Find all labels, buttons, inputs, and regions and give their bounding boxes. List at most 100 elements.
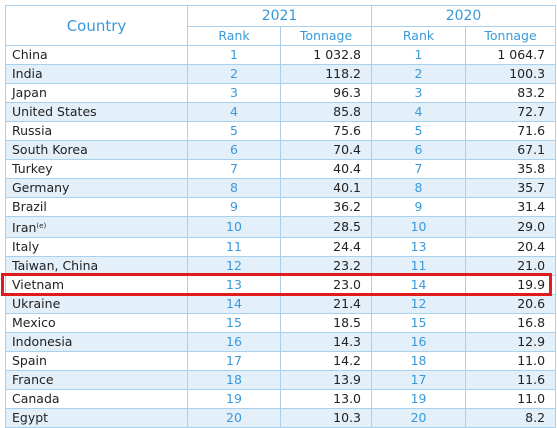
production-table: Country 2021 2020 Rank Tonnage Rank Tonn… [5,5,557,428]
country-cell: China [5,45,188,65]
tonnage-cell: 72.7 [465,102,557,122]
tonnage-cell: 10.3 [279,408,373,428]
rank-cell: 18 [187,370,281,390]
tonnage-cell: 20.6 [465,294,557,314]
tonnage-cell: 11.0 [465,389,557,409]
country-cell: Indonesia [5,332,188,352]
rank-cell: 3 [371,83,467,103]
tonnage-cell: 11.0 [465,351,557,371]
country-name: Mexico [12,315,56,330]
country-cell: Spain [5,351,188,371]
table-row: United States 4 85.8 4 72.7 [5,102,557,122]
country-name: Iran [12,220,37,235]
country-cell: Taiwan, China [5,256,188,276]
country-name: India [12,66,43,81]
rank-cell: 8 [371,178,467,198]
rank-cell: 20 [371,408,467,428]
table-row: Taiwan, China 12 23.2 11 21.0 [5,256,557,276]
country-name: Turkey [12,161,53,176]
rank-cell: 16 [371,332,467,352]
rank-cell: 5 [371,121,467,141]
header-country: Country [5,5,188,46]
country-name: Brazil [12,199,47,214]
tonnage-cell: 19.9 [465,275,557,295]
rank-cell: 17 [371,370,467,390]
rank-cell: 8 [187,178,281,198]
tonnage-cell: 23.0 [279,275,373,295]
rank-cell: 17 [187,351,281,371]
country-cell: Italy [5,237,188,257]
tonnage-cell: 16.8 [465,313,557,333]
table-body: China 1 1 032.8 1 1 064.7 India 2 118.2 2 100.3 Ja… [5,45,557,428]
rank-cell: 10 [187,216,281,238]
rank-cell: 1 [371,45,467,65]
country-name: South Korea [12,142,88,157]
tonnage-cell: 14.3 [279,332,373,352]
country-cell: Mexico [5,313,188,333]
rank-cell: 18 [371,351,467,371]
table-row: Japan 3 96.3 3 83.2 [5,83,557,103]
rank-cell: 4 [371,102,467,122]
country-name: Egypt [12,410,49,425]
tonnage-cell: 28.5 [279,216,373,238]
table-row: South Korea 6 70.4 6 67.1 [5,140,557,160]
tonnage-cell: 35.7 [465,178,557,198]
table-row: Egypt 20 10.3 20 8.2 [5,408,557,428]
country-cell: Brazil [5,197,188,217]
rank-cell: 6 [371,140,467,160]
table-row: Russia 5 75.6 5 71.6 [5,121,557,141]
table-row: Mexico 15 18.5 15 16.8 [5,313,557,333]
country-name: United States [12,104,97,119]
rank-cell: 12 [371,294,467,314]
tonnage-cell: 70.4 [279,140,373,160]
tonnage-cell: 21.4 [279,294,373,314]
country-cell: Germany [5,178,188,198]
country-name: Canada [12,391,60,406]
tonnage-cell: 13.9 [279,370,373,390]
rank-cell: 15 [187,313,281,333]
table-row: India 2 118.2 2 100.3 [5,64,557,84]
rank-cell: 16 [187,332,281,352]
country-cell: South Korea [5,140,188,160]
tonnage-cell: 85.8 [279,102,373,122]
country-name: Spain [12,353,47,368]
table-row: Iran(e) 10 28.5 10 29.0 [5,216,557,238]
tonnage-cell: 40.4 [279,159,373,179]
tonnage-cell: 18.5 [279,313,373,333]
table-row: France 18 13.9 17 11.6 [5,370,557,390]
header-tonnage: Tonnage [279,26,373,46]
tonnage-cell: 67.1 [465,140,557,160]
rank-cell: 7 [187,159,281,179]
table-row: Brazil 9 36.2 9 31.4 [5,197,557,217]
tonnage-cell: 75.6 [279,121,373,141]
country-cell: Egypt [5,408,188,428]
table-row: Vietnam 13 23.0 14 19.9 [5,275,557,295]
country-name: Russia [12,123,53,138]
country-cell: Japan [5,83,188,103]
rank-cell: 2 [371,64,467,84]
country-name: Indonesia [12,334,73,349]
rank-cell: 6 [187,140,281,160]
header-rank: Rank [371,26,467,46]
rank-cell: 20 [187,408,281,428]
country-cell: Russia [5,121,188,141]
rank-cell: 2 [187,64,281,84]
table-row: Spain 17 14.2 18 11.0 [5,351,557,371]
rank-cell: 3 [187,83,281,103]
tonnage-cell: 12.9 [465,332,557,352]
rank-cell: 9 [187,197,281,217]
country-note: (e) [36,222,47,230]
tonnage-cell: 24.4 [279,237,373,257]
tonnage-cell: 13.0 [279,389,373,409]
tonnage-cell: 23.2 [279,256,373,276]
rank-cell: 13 [371,237,467,257]
header-tonnage: Tonnage [465,26,557,46]
tonnage-cell: 14.2 [279,351,373,371]
country-cell: United States [5,102,188,122]
table-row: Indonesia 16 14.3 16 12.9 [5,332,557,352]
rank-cell: 1 [187,45,281,65]
rank-cell: 12 [187,256,281,276]
country-name: China [12,47,48,62]
tonnage-cell: 35.8 [465,159,557,179]
tonnage-cell: 1 064.7 [465,45,557,65]
